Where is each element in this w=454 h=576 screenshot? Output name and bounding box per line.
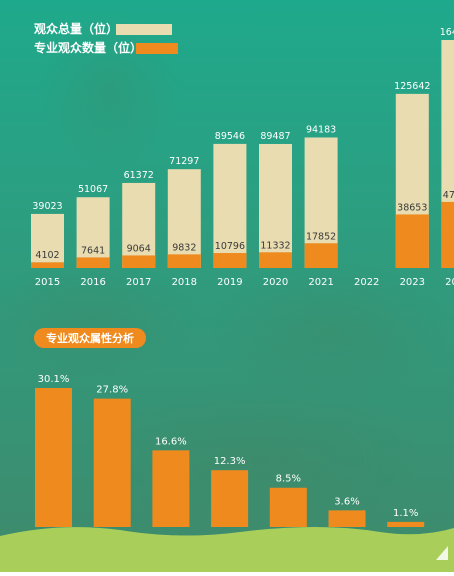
attribute-bar bbox=[93, 398, 131, 527]
x-tick-label: 2018 bbox=[172, 277, 197, 288]
pro-bar bbox=[122, 255, 156, 268]
x-tick-label: 2024 bbox=[445, 277, 454, 288]
total-value-label: 51067 bbox=[78, 184, 108, 195]
attribute-bar bbox=[152, 450, 190, 527]
pro-bar bbox=[31, 262, 64, 268]
x-tick-label: 2016 bbox=[80, 277, 105, 288]
pro-bar bbox=[441, 201, 454, 268]
section-title-bg bbox=[34, 328, 146, 348]
attribute-bar bbox=[211, 470, 249, 527]
pro-value-label: 9064 bbox=[127, 243, 151, 254]
x-tick-label: 2017 bbox=[126, 277, 151, 288]
total-value-label: 89487 bbox=[260, 131, 290, 142]
attribute-bar bbox=[35, 388, 72, 527]
pro-bar bbox=[259, 252, 292, 268]
pro-value-label: 11332 bbox=[260, 240, 290, 251]
attribute-value-label: 27.8% bbox=[96, 385, 128, 396]
attribute-value-label: 16.6% bbox=[155, 436, 187, 447]
pro-bar bbox=[76, 257, 110, 268]
attribute-bar bbox=[269, 487, 307, 527]
pro-bar bbox=[395, 214, 429, 268]
pro-bar bbox=[167, 254, 201, 268]
footer-corner-mark bbox=[436, 546, 448, 560]
pro-value-label: 38653 bbox=[397, 202, 427, 213]
pro-bar bbox=[304, 243, 338, 268]
section-title-badge: 专业观众属性分析 bbox=[34, 328, 146, 348]
total-bar bbox=[167, 169, 201, 268]
x-tick-label: 2022 bbox=[354, 277, 379, 288]
total-value-label: 94183 bbox=[306, 124, 336, 135]
total-value-label: 164513 bbox=[440, 27, 454, 38]
attribute-value-label: 30.1% bbox=[38, 374, 70, 385]
total-bar bbox=[122, 182, 156, 268]
attribute-bar bbox=[387, 521, 425, 527]
x-tick-label: 2021 bbox=[308, 277, 333, 288]
section-title: 专业观众属性分析 bbox=[46, 331, 134, 345]
pro-value-label: 10796 bbox=[215, 241, 245, 252]
attribute-value-label: 3.6% bbox=[334, 496, 359, 507]
x-tick-label: 2023 bbox=[400, 277, 425, 288]
attribute-bar bbox=[328, 510, 366, 527]
legend-pro-swatch bbox=[136, 43, 178, 54]
attribute-value-label: 12.3% bbox=[214, 456, 246, 467]
total-bar bbox=[31, 213, 64, 268]
pro-value-label: 17852 bbox=[306, 231, 336, 242]
pro-bar bbox=[213, 253, 247, 268]
pro-value-label: 4102 bbox=[35, 250, 59, 261]
total-value-label: 89546 bbox=[215, 131, 245, 142]
pro-value-label: 47675 bbox=[443, 190, 454, 201]
pro-value-label: 7641 bbox=[81, 245, 105, 256]
legend-total-swatch bbox=[116, 24, 172, 35]
pro-value-label: 9832 bbox=[172, 242, 196, 253]
total-bar bbox=[213, 143, 247, 268]
x-tick-label: 2019 bbox=[217, 277, 242, 288]
footer-band bbox=[0, 527, 454, 572]
total-bar bbox=[76, 197, 110, 268]
visitor-chart: 39023 4102 2015 51067 7641 2016 61372 9064 2017 7… bbox=[31, 27, 454, 288]
total-value-label: 71297 bbox=[169, 156, 199, 167]
legend-total-label: 观众总量（位） bbox=[34, 21, 118, 36]
legend: 观众总量（位） 专业观众数量（位） bbox=[34, 21, 178, 55]
x-tick-label: 2020 bbox=[263, 277, 288, 288]
total-bar bbox=[259, 143, 292, 268]
legend-pro-label: 专业观众数量（位） bbox=[34, 40, 142, 55]
total-value-label: 61372 bbox=[124, 170, 154, 181]
attribute-value-label: 1.1% bbox=[393, 508, 418, 519]
attribute-value-label: 8.5% bbox=[276, 474, 301, 485]
total-value-label: 39023 bbox=[32, 201, 62, 212]
total-value-label: 125642 bbox=[394, 81, 430, 92]
x-tick-label: 2015 bbox=[35, 277, 60, 288]
